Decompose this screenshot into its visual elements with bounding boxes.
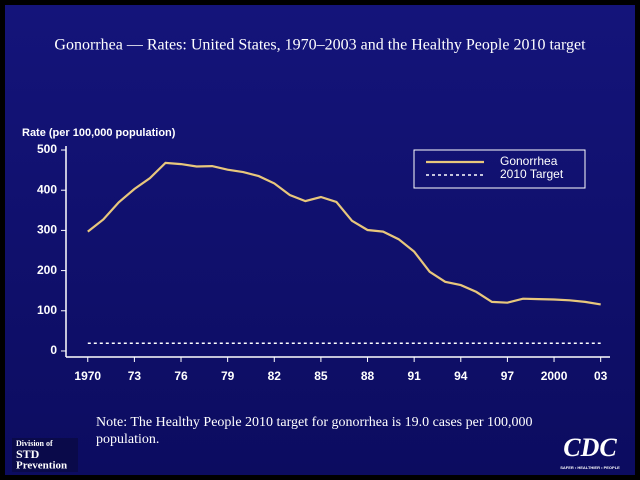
x-tick-label: 91 [407, 369, 421, 383]
y-tick-label: 300 [37, 223, 57, 237]
chart-title: Gonorrhea — Rates: United States, 1970–2… [54, 37, 586, 54]
legend-label: 2010 Target [500, 167, 564, 181]
y-tick-label: 400 [37, 182, 57, 196]
logo-left-line: Division of [16, 439, 53, 448]
x-tick-label: 73 [128, 369, 142, 383]
logo-left-line: Prevention [16, 460, 67, 472]
note: Note: The Healthy People 2010 target for… [96, 415, 533, 447]
y-axis-label: Rate (per 100,000 population) [22, 127, 176, 139]
x-tick-label: 88 [361, 369, 375, 383]
x-tick-label: 1970 [74, 369, 101, 383]
x-tick-label: 85 [314, 369, 328, 383]
x-tick-label: 82 [268, 369, 282, 383]
y-tick-label: 0 [50, 343, 57, 357]
x-tick-label: 94 [454, 369, 468, 383]
legend-label: Gonorrhea [500, 154, 558, 168]
x-tick-label: 2000 [541, 369, 568, 383]
x-tick-label: 79 [221, 369, 235, 383]
series-line [87, 161, 601, 306]
logo-right-tagline: SAFER • HEALTHIER • PEOPLE [560, 465, 620, 470]
legend-box [413, 149, 586, 189]
logo-left-line: STD [16, 447, 40, 461]
logo-right: CDC [563, 433, 617, 462]
x-tick-label: 03 [594, 369, 608, 383]
y-tick-label: 100 [37, 303, 57, 317]
y-tick-label: 200 [37, 263, 57, 277]
y-tick-label: 500 [37, 142, 57, 156]
background [5, 5, 635, 475]
x-tick-label: 76 [174, 369, 188, 383]
x-tick-label: 97 [501, 369, 515, 383]
logo-left-box [12, 438, 78, 472]
